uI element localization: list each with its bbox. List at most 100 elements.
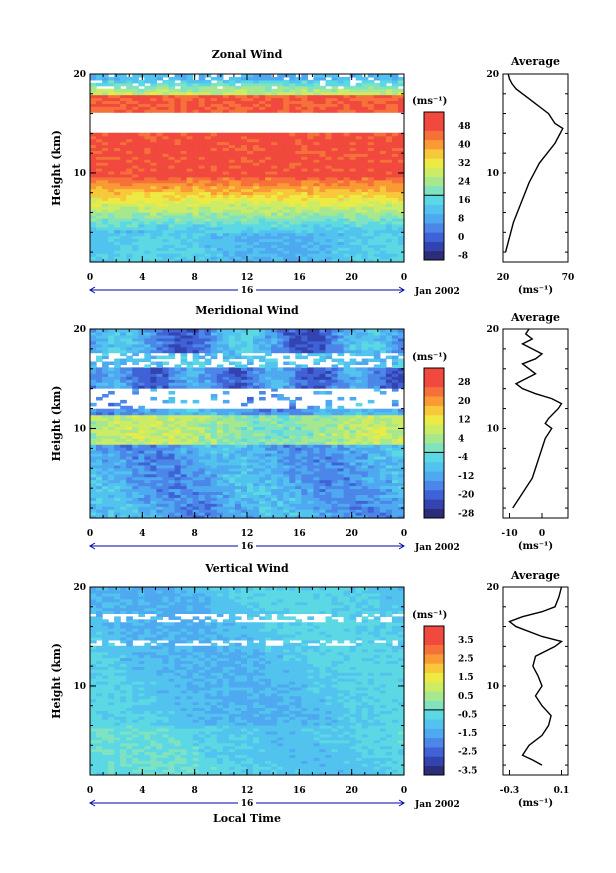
heatmap-cell <box>132 206 139 210</box>
heatmap-cell <box>180 467 188 472</box>
heatmap-cell <box>138 329 145 333</box>
heatmap-cell <box>247 250 254 254</box>
heatmap-cell <box>90 473 97 478</box>
heatmap-cell <box>253 485 260 490</box>
heatmap-cell <box>120 408 127 413</box>
heatmap-cell <box>253 176 260 181</box>
heatmap-cell <box>114 467 121 472</box>
heatmap-cell <box>168 467 176 472</box>
heatmap-cell <box>228 179 236 184</box>
heatmap-cell <box>349 144 357 149</box>
heatmap-cell <box>132 441 139 445</box>
heatmap-cell <box>102 188 109 193</box>
heatmap-cell <box>174 150 182 154</box>
heatmap-cell <box>271 447 278 451</box>
heatmap-cell <box>295 188 302 193</box>
heatmap-cell <box>138 494 145 498</box>
heatmap-cell <box>337 215 345 219</box>
heatmap-cell <box>168 435 176 439</box>
heatmap-cell <box>222 331 230 336</box>
heatmap-cell <box>234 138 242 143</box>
heatmap-cell <box>192 485 200 490</box>
heatmap-cell <box>150 500 158 504</box>
heatmap-cell <box>210 235 218 240</box>
heatmap-cell <box>96 173 103 178</box>
heatmap-cell <box>210 432 218 436</box>
heatmap-cell <box>174 206 182 210</box>
heatmap-cell <box>192 217 200 222</box>
heatmap-cell <box>391 223 399 228</box>
heatmap-cell <box>120 241 127 245</box>
heatmap-cell <box>108 147 115 151</box>
heatmap-cell <box>234 482 242 487</box>
heatmap-cell <box>132 217 139 222</box>
heatmap-cell <box>271 491 278 495</box>
heatmap-cell <box>240 417 248 422</box>
heatmap-cell <box>391 94 399 99</box>
heatmap-cell <box>90 229 97 234</box>
heatmap-cell <box>240 179 248 184</box>
heatmap-cell <box>385 244 393 248</box>
heatmap-cell <box>96 250 103 254</box>
heatmap-cell <box>247 206 254 210</box>
heatmap-cell <box>277 176 284 181</box>
heatmap-cell <box>240 435 248 439</box>
heatmap-cell <box>271 244 278 248</box>
heatmap-cell <box>216 144 224 149</box>
heatmap-cell <box>289 250 296 254</box>
heatmap-cell <box>228 417 236 422</box>
heatmap-cell <box>186 82 194 87</box>
heatmap-cell <box>228 235 236 240</box>
heatmap-cell <box>283 212 290 216</box>
heatmap-cell <box>228 455 236 460</box>
heatmap-cell <box>228 103 236 107</box>
heatmap-cell <box>289 194 296 198</box>
heatmap-cell <box>397 194 405 198</box>
heatmap-cell <box>198 229 206 234</box>
heatmap-cell <box>144 212 151 216</box>
heatmap-cell <box>331 109 339 113</box>
heatmap-cell <box>156 150 164 154</box>
heatmap-cell <box>289 232 296 237</box>
heatmap-cell <box>325 223 333 228</box>
heatmap-cell <box>253 329 260 333</box>
heatmap-cell <box>331 217 339 222</box>
heatmap-cell <box>156 170 164 175</box>
heatmap-cell <box>168 429 176 433</box>
heatmap-cell <box>150 461 158 466</box>
heatmap-cell <box>301 159 308 163</box>
heatmap-cell <box>228 470 236 475</box>
heatmap-cell <box>385 200 393 204</box>
heatmap-cell <box>234 100 242 104</box>
heatmap-cell <box>301 74 308 78</box>
heatmap-cell <box>198 491 206 495</box>
heatmap-cell <box>204 176 212 181</box>
heatmap-cell <box>247 491 254 495</box>
heatmap-cell <box>379 97 387 102</box>
heatmap-cell <box>120 168 127 172</box>
heatmap-cell <box>204 232 212 237</box>
heatmap-cell <box>156 212 164 216</box>
heatmap-cell <box>90 382 97 386</box>
heatmap-cell <box>120 165 127 169</box>
heatmap-cell <box>247 414 254 419</box>
heatmap-cell <box>247 76 254 81</box>
heatmap-cell <box>222 408 230 413</box>
heatmap-cell <box>150 173 158 178</box>
heatmap-cell <box>259 241 266 245</box>
heatmap-cell <box>174 170 182 175</box>
heatmap-cell <box>397 232 405 237</box>
heatmap-cell <box>349 162 357 166</box>
heatmap-cell <box>138 373 145 377</box>
heatmap-cell <box>168 349 176 354</box>
heatmap-cell <box>313 79 321 84</box>
heatmap-cell <box>180 156 188 160</box>
heatmap-cell <box>150 485 158 490</box>
heatmap-cell <box>379 197 387 201</box>
heatmap-cell <box>325 150 333 154</box>
heatmap-cell <box>138 343 145 348</box>
heatmap-cell <box>168 373 176 377</box>
heatmap-cell <box>355 94 363 99</box>
heatmap-cell <box>138 188 145 193</box>
heatmap-cell <box>198 450 206 454</box>
